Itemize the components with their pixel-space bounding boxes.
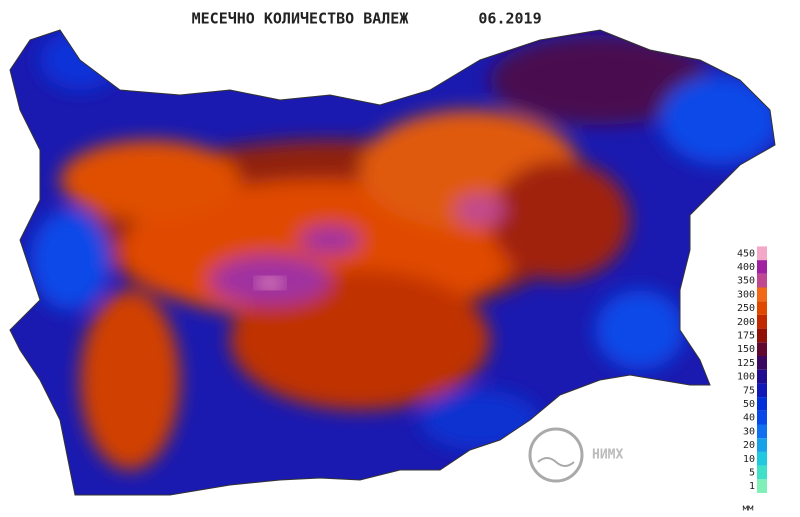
legend-swatch (757, 465, 767, 480)
legend-label: 300 (737, 289, 755, 300)
country-outline (9, 29, 776, 496)
legend-swatch (757, 342, 767, 356)
logo-text: НИМХ (592, 448, 623, 463)
legend-label: 100 (737, 372, 755, 383)
legend-unit: мм (743, 504, 754, 514)
legend-label: 175 (737, 330, 755, 341)
legend-swatch (757, 301, 767, 315)
logo-wave (537, 457, 575, 467)
legend-label: 10 (743, 454, 755, 465)
legend-swatch (757, 424, 767, 439)
legend-swatch (757, 246, 767, 261)
legend-swatch (757, 356, 767, 370)
legend-label: 1 (749, 481, 755, 492)
logo-emblem (528, 427, 584, 483)
legend-label: 400 (737, 262, 755, 273)
legend-label: 150 (737, 344, 755, 355)
legend-swatch (757, 410, 767, 425)
legend-swatch (757, 260, 767, 274)
legend-label: 250 (737, 303, 755, 314)
legend-swatch (757, 369, 767, 384)
legend-swatch (757, 273, 767, 288)
legend-label: 450 (737, 248, 755, 259)
legend-label: 50 (743, 399, 755, 410)
map-date: 06.2019 (478, 10, 541, 28)
legend-swatch (757, 314, 767, 329)
legend-label: 30 (743, 426, 755, 437)
legend-label: 40 (743, 413, 755, 424)
legend-label: 20 (743, 440, 755, 451)
legend-swatch (757, 438, 767, 452)
legend-label: 5 (749, 467, 755, 478)
map-title: МЕСЕЧНО КОЛИЧЕСТВО ВАЛЕЖ (192, 10, 409, 28)
legend-label: 75 (743, 385, 755, 396)
legend-swatch (757, 397, 767, 411)
legend-swatch (757, 479, 767, 493)
logo: НИМХ (528, 427, 623, 483)
legend-label: 125 (737, 358, 755, 369)
legend-swatch (757, 451, 767, 466)
legend-label: 200 (737, 317, 755, 328)
legend: 1 5 10 20 30 40 50 75 100 125 150 175 200 250 300 350 40… (737, 246, 767, 514)
legend-swatch (757, 328, 767, 343)
legend-swatch (757, 383, 767, 398)
legend-swatch (757, 287, 767, 302)
legend-label: 350 (737, 276, 755, 287)
